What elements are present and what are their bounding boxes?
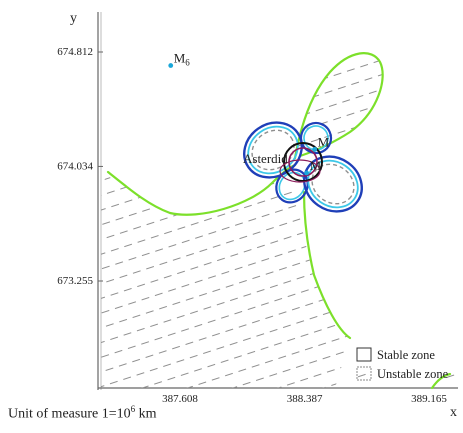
legend-label-stable: Stable zone bbox=[377, 348, 435, 362]
unstable-region-right-corner bbox=[432, 374, 460, 388]
unit-of-measure: Unit of measure 1=106 km bbox=[8, 404, 156, 423]
boundary-lower-branch bbox=[302, 190, 352, 340]
unstable-zones bbox=[101, 53, 460, 388]
lobe-upper-left bbox=[243, 121, 303, 179]
unit-exponent: 6 bbox=[130, 404, 136, 414]
point-marker bbox=[168, 63, 174, 68]
lobe-lower-left bbox=[275, 168, 309, 204]
lobe-ring-outer bbox=[243, 121, 303, 179]
points: M6M7MM bbox=[168, 51, 330, 176]
point-label: M6 bbox=[174, 51, 191, 68]
lobe-ring-outer bbox=[275, 168, 309, 204]
legend: Stable zone Unstable zone bbox=[356, 347, 449, 381]
lobe-ring-inner bbox=[311, 163, 355, 205]
point-marker bbox=[304, 170, 310, 176]
point-label: M bbox=[318, 134, 330, 149]
y-tick-label: 674.034 bbox=[57, 160, 93, 172]
lobe-ring-mid bbox=[307, 159, 359, 209]
asteroid-ring-accent-2 bbox=[279, 159, 321, 183]
unit-suffix: km bbox=[135, 406, 157, 422]
y-tick-label: 674.812 bbox=[57, 46, 93, 58]
legend-swatch-stable bbox=[356, 347, 372, 362]
x-tick-label: 388.387 bbox=[287, 393, 323, 405]
point-marker bbox=[312, 146, 318, 152]
lobe-ring-mid bbox=[303, 125, 329, 151]
point-label: M bbox=[310, 158, 322, 173]
point-label-main: M bbox=[310, 158, 322, 173]
x-tick-label: 389.165 bbox=[411, 393, 447, 405]
lobe-upper-right bbox=[299, 121, 333, 155]
point-label-main: M bbox=[318, 134, 330, 149]
legend-label-unstable: Unstable zone bbox=[377, 367, 449, 381]
asteroid-lobes bbox=[243, 121, 363, 213]
y-axis-label: y bbox=[70, 11, 77, 26]
lobe-ring-mid bbox=[278, 171, 306, 201]
boundary-upper-lobe bbox=[293, 52, 384, 160]
ticks-y: 673.255 674.034 674.812 bbox=[57, 46, 103, 287]
lobe-lower-right bbox=[303, 155, 363, 213]
lobe-ring-outer bbox=[303, 155, 363, 213]
unstable-region-upper-lobe bbox=[295, 53, 383, 159]
lobe-ring-outer bbox=[299, 121, 333, 155]
unit-prefix: Unit of measure 1=10 bbox=[8, 406, 131, 422]
boundary-corner bbox=[430, 372, 452, 390]
point-label-main: M bbox=[174, 51, 186, 66]
x-tick-label: 387.608 bbox=[162, 393, 198, 405]
ticks-x: 387.608 388.387 389.165 bbox=[162, 393, 447, 405]
x-axis-label: x bbox=[450, 405, 457, 420]
annotation-asteroid: Asterdid bbox=[243, 151, 288, 166]
asteroid-ring-black bbox=[283, 142, 323, 182]
point-label-sub: 6 bbox=[185, 58, 190, 68]
y-tick-label: 673.255 bbox=[57, 275, 93, 287]
unstable-region-left bbox=[101, 172, 350, 388]
legend-swatch-unstable bbox=[356, 366, 372, 381]
